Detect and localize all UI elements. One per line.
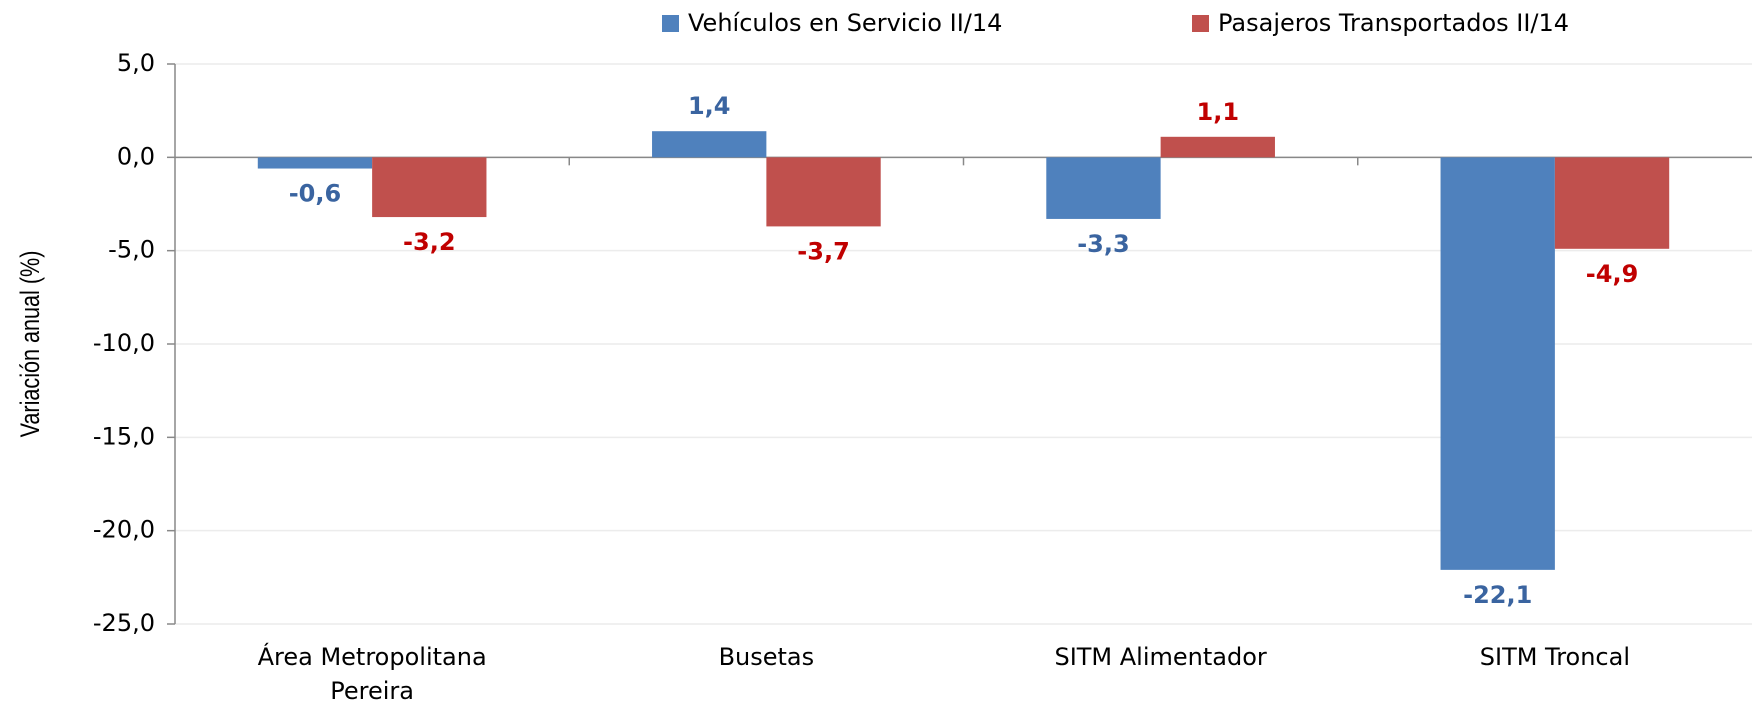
legend-label: Pasajeros Transportados II/14	[1218, 9, 1569, 37]
bar	[1046, 157, 1161, 219]
y-tick-label: 0,0	[117, 142, 155, 170]
bar	[766, 157, 881, 227]
value-label: 1,1	[1197, 98, 1240, 126]
value-label: -4,9	[1586, 260, 1638, 288]
value-label: -3,3	[1077, 230, 1129, 258]
y-tick-label: -20,0	[93, 516, 155, 544]
value-label: -22,1	[1463, 581, 1532, 609]
y-axis-label: Variación anual (%)	[16, 251, 46, 438]
value-label: -3,7	[797, 237, 849, 265]
y-tick-label: 5,0	[117, 49, 155, 77]
legend-swatch	[1192, 15, 1209, 32]
x-tick-label: Busetas	[718, 643, 815, 671]
x-tick-label: SITM Alimentador	[1054, 643, 1267, 671]
bar	[1554, 157, 1670, 249]
bar	[257, 157, 373, 169]
x-tick-label: SITM Troncal	[1479, 643, 1630, 671]
legend-swatch	[662, 15, 679, 32]
x-tick-label: Área Metropolitana Pereira	[257, 643, 487, 705]
value-label: 1,4	[688, 92, 731, 120]
bar	[652, 131, 767, 158]
value-label: -0,6	[289, 180, 341, 208]
legend-label: Vehículos en Servicio II/14	[688, 9, 1002, 37]
y-tick-label: -5,0	[108, 236, 155, 264]
y-tick-label: -25,0	[93, 609, 155, 637]
bar	[372, 157, 487, 218]
value-label: -3,2	[403, 228, 455, 256]
y-tick-label: -15,0	[93, 422, 155, 450]
y-tick-label: -10,0	[93, 329, 155, 357]
bar	[1160, 136, 1275, 158]
bar	[1440, 157, 1555, 570]
